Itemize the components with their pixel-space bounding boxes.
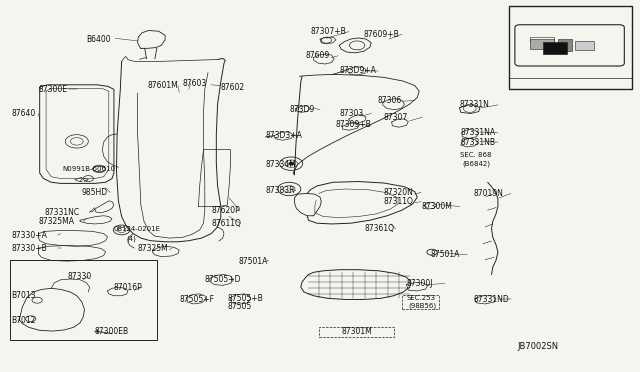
- Text: N0991B-60610: N0991B-60610: [63, 166, 116, 172]
- Bar: [509, 6, 632, 89]
- Text: B7012: B7012: [12, 316, 36, 325]
- Text: 87019N: 87019N: [474, 189, 504, 198]
- Text: 87331NB: 87331NB: [461, 138, 496, 147]
- Text: JB7002SN: JB7002SN: [517, 342, 558, 351]
- Text: 87331ND: 87331ND: [474, 295, 509, 304]
- Text: 87501A: 87501A: [430, 250, 460, 259]
- Text: <2>: <2>: [74, 177, 90, 183]
- Text: 87640: 87640: [12, 109, 36, 118]
- Text: 87330+A: 87330+A: [12, 231, 47, 240]
- Bar: [543, 42, 567, 54]
- Text: B7013: B7013: [12, 291, 36, 300]
- Text: 873D9: 873D9: [289, 105, 314, 114]
- Text: 87361Q: 87361Q: [365, 224, 395, 233]
- Text: 87505+B: 87505+B: [227, 294, 263, 303]
- Text: 87320N: 87320N: [384, 188, 414, 197]
- Text: 87602: 87602: [221, 83, 245, 92]
- Text: 87611Q: 87611Q: [211, 219, 241, 228]
- Text: 87301M: 87301M: [341, 327, 372, 336]
- Text: 87501A: 87501A: [239, 257, 268, 266]
- Text: 87505+F: 87505+F: [179, 295, 214, 304]
- Text: 87603: 87603: [182, 79, 207, 88]
- Text: 87303: 87303: [339, 109, 364, 118]
- Text: 87300E: 87300E: [38, 85, 67, 94]
- Text: (98B56): (98B56): [408, 302, 436, 309]
- Text: 87505+D: 87505+D: [205, 275, 241, 284]
- Text: (B6842): (B6842): [462, 160, 490, 167]
- Text: (4): (4): [127, 235, 136, 242]
- Text: B6400: B6400: [86, 35, 111, 44]
- Bar: [10, 260, 157, 340]
- Text: 87307: 87307: [384, 113, 408, 122]
- Text: 87609+B: 87609+B: [364, 30, 399, 39]
- Text: 985HD: 985HD: [82, 188, 108, 197]
- Text: 87330+B: 87330+B: [12, 244, 47, 253]
- Text: 87330: 87330: [67, 272, 92, 280]
- Text: 87325MA: 87325MA: [38, 217, 74, 226]
- Text: 87620P: 87620P: [211, 206, 240, 215]
- Text: 87601M: 87601M: [147, 81, 178, 90]
- Text: 87383R: 87383R: [266, 186, 295, 195]
- Bar: [575, 41, 594, 50]
- Text: SEC.253: SEC.253: [406, 295, 435, 301]
- Text: 87609: 87609: [306, 51, 330, 60]
- Text: 873D3+A: 873D3+A: [266, 131, 303, 140]
- Text: 87016P: 87016P: [114, 283, 143, 292]
- Bar: [319, 327, 394, 337]
- Text: 87309+B: 87309+B: [336, 120, 372, 129]
- Bar: [530, 39, 554, 49]
- Bar: [402, 295, 439, 309]
- Text: 87300J: 87300J: [406, 279, 433, 288]
- Circle shape: [289, 162, 294, 165]
- Text: 87306: 87306: [378, 96, 402, 105]
- Text: 87331NA: 87331NA: [461, 128, 496, 137]
- Text: 87334M: 87334M: [266, 160, 296, 169]
- Text: 87325M: 87325M: [138, 244, 168, 253]
- Text: 87311Q: 87311Q: [384, 197, 414, 206]
- Text: 87300EB: 87300EB: [95, 327, 129, 336]
- Text: 87300M: 87300M: [421, 202, 452, 211]
- Text: SEC. 868: SEC. 868: [460, 152, 491, 158]
- Text: 87505: 87505: [227, 302, 252, 311]
- Bar: [558, 39, 572, 51]
- Text: 08124-0201E: 08124-0201E: [114, 226, 161, 232]
- Text: 873D9+A: 873D9+A: [339, 66, 376, 75]
- Text: 87331NC: 87331NC: [45, 208, 80, 217]
- Text: 87331N: 87331N: [460, 100, 490, 109]
- Text: 87307+B: 87307+B: [310, 27, 346, 36]
